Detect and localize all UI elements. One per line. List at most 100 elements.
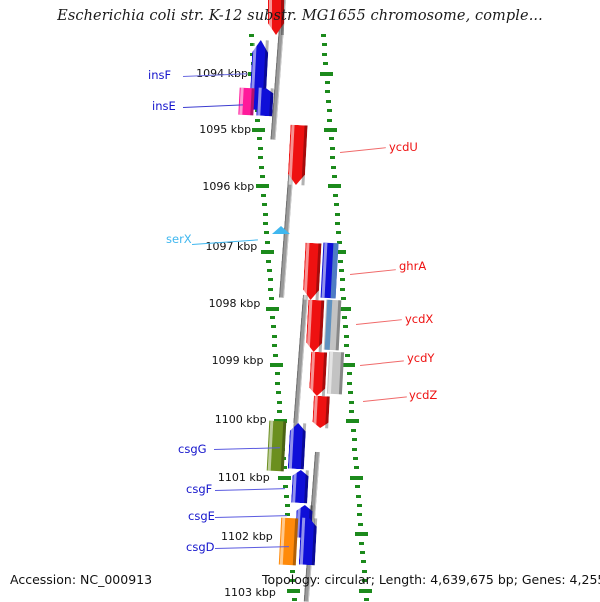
ruler-tick-minor bbox=[321, 34, 327, 37]
ruler-tick-minor bbox=[257, 146, 263, 150]
gene-label-ghrA[interactable]: ghrA bbox=[399, 259, 427, 273]
gene-glyph-csgG[interactable] bbox=[288, 423, 307, 470]
leader-line-ghrA bbox=[350, 269, 396, 275]
gene-glyph-serX-trna[interactable] bbox=[272, 226, 290, 234]
ruler-tick-minor bbox=[249, 43, 255, 47]
ruler-label: 1096 kbp bbox=[202, 180, 255, 193]
gene-glyph-csgF[interactable] bbox=[291, 470, 309, 504]
ruler-tick-minor bbox=[331, 165, 336, 169]
ruler-tick-minor bbox=[359, 541, 365, 545]
gene-glyph-ycdY-partner[interactable] bbox=[326, 351, 345, 395]
ruler-tick-minor bbox=[339, 278, 345, 282]
gene-glyph-top-partial[interactable] bbox=[268, 0, 284, 35]
ruler-tick-minor bbox=[277, 410, 283, 413]
gene-label-ycdY[interactable]: ycdY bbox=[407, 351, 435, 365]
ruler-tick-minor bbox=[342, 316, 348, 319]
ruler-tick-minor bbox=[262, 212, 268, 216]
gene-label-ycdZ[interactable]: ycdZ bbox=[409, 388, 438, 402]
gene-label-csgD[interactable]: csgD bbox=[186, 540, 215, 554]
ruler-tick-minor bbox=[281, 466, 287, 470]
ruler-tick-minor bbox=[331, 175, 337, 178]
ruler-tick-minor bbox=[340, 297, 346, 301]
ruler-tick-minor bbox=[321, 43, 327, 47]
gene-label-insE[interactable]: insE bbox=[152, 99, 176, 113]
gene-label-serX[interactable]: serX bbox=[166, 232, 192, 246]
ruler-tick-major bbox=[269, 363, 283, 367]
gene-label-csgF[interactable]: csgF bbox=[186, 482, 213, 496]
ruler-tick-major bbox=[256, 184, 270, 189]
gene-glyph-ghrA-partner[interactable] bbox=[320, 242, 339, 299]
ruler-label: 1100 kbp bbox=[214, 413, 267, 426]
ruler-tick-minor bbox=[346, 372, 352, 376]
ruler-tick-minor bbox=[347, 381, 353, 385]
gene-glyph-csgD-rna[interactable] bbox=[278, 517, 299, 566]
ruler-label: 1102 kbp bbox=[220, 530, 273, 543]
ruler-tick-minor bbox=[263, 222, 269, 225]
ruler-tick-minor bbox=[361, 569, 367, 573]
ruler-tick-minor bbox=[333, 203, 339, 207]
ruler-tick-minor bbox=[338, 259, 344, 263]
ruler-tick-major bbox=[278, 475, 292, 480]
ruler-tick-major bbox=[333, 250, 347, 255]
ruler-tick-minor bbox=[259, 175, 265, 178]
ruler-tick-minor bbox=[353, 457, 358, 460]
ruler-tick-minor bbox=[328, 137, 334, 141]
gene-label-csgE[interactable]: csgE bbox=[188, 509, 215, 523]
ruler-tick-major bbox=[341, 363, 355, 367]
leader-line-csgD bbox=[215, 546, 290, 549]
ruler-tick-minor bbox=[263, 231, 269, 235]
gene-label-ycdU[interactable]: ycdU bbox=[389, 140, 418, 154]
ruler-label: 1094 kbp bbox=[196, 67, 248, 80]
gene-glyph-ycdU[interactable] bbox=[287, 125, 308, 186]
ruler-tick-minor bbox=[273, 353, 279, 357]
ruler-tick-major bbox=[324, 128, 338, 132]
ruler-tick-minor bbox=[261, 203, 267, 207]
ruler-tick-major bbox=[328, 184, 342, 189]
ruler-tick-minor bbox=[348, 391, 354, 395]
ruler-tick-minor bbox=[350, 428, 356, 432]
ruler-tick-minor bbox=[324, 81, 330, 84]
ruler-tick-minor bbox=[268, 287, 274, 291]
ruler-tick-minor bbox=[266, 259, 272, 263]
gene-label-ycdX[interactable]: ycdX bbox=[405, 312, 434, 326]
ruler-tick-minor bbox=[356, 504, 362, 507]
ruler-tick-minor bbox=[348, 400, 354, 404]
ruler-tick-minor bbox=[271, 334, 277, 338]
leader-line-ycdX bbox=[356, 319, 402, 325]
ruler-tick-minor bbox=[326, 109, 332, 113]
ruler-tick-minor bbox=[330, 156, 336, 160]
gene-glyph-ycdZ[interactable] bbox=[312, 396, 330, 429]
ruler-tick-minor bbox=[343, 334, 349, 338]
ruler-tick-minor bbox=[355, 494, 361, 498]
ruler-tick-major bbox=[350, 475, 364, 480]
gene-glyph-insE[interactable] bbox=[256, 88, 274, 117]
ruler-tick-minor bbox=[270, 316, 276, 319]
leader-line-ycdY bbox=[360, 360, 404, 366]
gene-glyph-csgD[interactable] bbox=[299, 518, 318, 566]
gene-label-csgG[interactable]: csgG bbox=[178, 442, 207, 456]
ruler-tick-minor bbox=[352, 447, 358, 451]
ruler-tick-minor bbox=[357, 522, 363, 526]
ruler-tick-minor bbox=[276, 391, 282, 395]
ruler-tick-minor bbox=[275, 381, 281, 385]
gene-glyph-csgG-rna[interactable] bbox=[266, 420, 287, 472]
gene-glyph-ycdY[interactable] bbox=[309, 352, 328, 397]
ruler-tick-minor bbox=[345, 353, 351, 357]
gene-glyph-ycdX-partner[interactable] bbox=[323, 299, 342, 351]
ruler-tick-minor bbox=[289, 569, 295, 573]
ruler-tick-minor bbox=[340, 287, 346, 291]
ruler-tick-minor bbox=[353, 466, 359, 470]
gene-glyph-ghrA[interactable] bbox=[303, 243, 322, 301]
ruler-tick-minor bbox=[264, 240, 270, 244]
ruler-tick-minor bbox=[284, 504, 290, 507]
ruler-tick-major bbox=[252, 128, 266, 132]
ruler-tick-minor bbox=[285, 513, 291, 517]
gene-label-insF[interactable]: insF bbox=[148, 68, 172, 82]
ruler-tick-minor bbox=[271, 325, 277, 329]
gene-glyph-pseudo-pink[interactable] bbox=[238, 87, 255, 116]
gene-glyph-ycdX[interactable] bbox=[306, 300, 325, 353]
ruler-label: 1095 kbp bbox=[199, 123, 252, 136]
ruler-label: 1101 kbp bbox=[217, 471, 270, 484]
ruler-tick-minor bbox=[274, 372, 280, 376]
